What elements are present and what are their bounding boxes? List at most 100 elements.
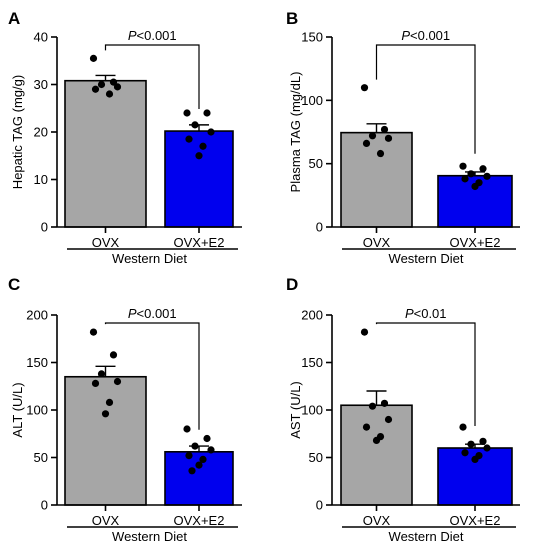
y-tick-label: 30 [34,77,48,92]
data-point [459,423,467,431]
data-point [372,436,381,444]
significance-bracket [375,322,476,426]
data-point [368,132,377,140]
significance-value: <0.001 [410,28,450,43]
data-point [368,402,377,410]
data-point [471,182,479,191]
data-point [380,399,389,407]
significance-prefix: P [128,306,137,321]
bar-ovx [64,79,147,228]
y-axis-label: ALT (U/L) [10,382,25,437]
data-point [183,109,191,117]
y-tick-label: 100 [301,93,323,108]
data-point [479,165,487,173]
data-point [109,78,118,86]
significance-value: <0.01 [414,306,447,321]
y-tick-label: 150 [301,30,323,45]
data-point [113,83,122,91]
data-point [109,351,118,359]
y-tick-label: 200 [301,308,323,323]
y-axis-label: Plasma TAG (mg/dL) [288,72,303,193]
data-point [89,328,98,336]
panel-a: A Hepatic TAG (mg/g) 0 10 20 30 40 OVX OVX+E2Wes… [8,9,242,266]
panel-b: B Plasma TAG (mg/dL) 0 50 100 150 OVX OVX+E2Wes… [286,9,520,266]
data-point [89,54,98,62]
group-label: Western Diet [112,529,187,544]
data-point [362,139,371,147]
data-point [471,455,479,463]
data-point [207,446,215,454]
y-axis-label: Hepatic TAG (mg/g) [10,75,25,189]
data-point [380,125,389,134]
data-point [384,134,393,142]
bar-ovx-e2 [164,130,234,228]
data-point [360,84,369,92]
data-point [479,437,487,445]
significance-value: <0.001 [137,306,177,321]
group-label: Western Diet [389,251,464,266]
significance-bracket [375,44,476,154]
x-category-label: OVX [363,513,391,528]
panel-letter: C [8,275,20,294]
data-point [459,162,467,170]
data-point [191,121,199,129]
y-tick-label: 0 [316,498,323,513]
y-tick-label: 0 [316,220,323,235]
data-point [203,109,211,117]
data-point [195,461,203,469]
significance-label: P<0.001 [401,28,450,43]
data-point [384,415,393,424]
x-category-label: OVX+E2 [174,235,225,250]
x-category-label: OVX+E2 [450,513,501,528]
bar-ovx [340,404,413,506]
data-point [97,80,106,89]
significance-bracket [104,322,200,430]
data-point [105,398,114,406]
data-point [483,172,491,180]
significance-label: P<0.001 [128,28,177,43]
y-tick-label: 200 [26,308,48,323]
significance-label: P<0.01 [405,306,447,321]
x-category-label: OVX [363,235,391,250]
x-category-label: OVX+E2 [174,513,225,528]
y-tick-label: 10 [34,172,48,187]
data-point [91,85,100,93]
significance-prefix: P [405,306,414,321]
data-point [183,425,191,433]
data-point [467,170,475,178]
data-point [191,442,199,450]
data-point [185,135,193,143]
data-point [362,423,371,431]
bar-ovx [64,375,147,506]
y-tick-label: 20 [34,125,48,140]
significance-bracket [104,44,200,110]
bar-ovx-e2 [164,450,234,506]
y-tick-label: 40 [34,30,48,45]
panel-letter: B [286,9,298,28]
y-tick-label: 50 [309,156,323,171]
y-axis-label: AST (U/L) [288,381,303,439]
group-label: Western Diet [389,529,464,544]
significance-prefix: P [128,28,137,43]
bar-ovx [340,131,413,228]
data-point [207,128,215,136]
y-tick-label: 0 [41,498,48,513]
data-point [97,370,106,378]
data-point [113,377,122,386]
y-tick-label: 100 [26,403,48,418]
data-point [199,455,207,463]
data-point [203,434,211,443]
group-label: Western Diet [112,251,187,266]
x-category-label: OVX+E2 [450,235,501,250]
data-point [188,467,196,475]
significance-prefix: P [401,28,410,43]
data-point [195,152,203,160]
significance-value: <0.001 [137,28,177,43]
data-point [101,410,110,418]
data-point [91,379,100,387]
y-tick-label: 50 [34,450,48,465]
x-category-label: OVX [92,513,120,528]
